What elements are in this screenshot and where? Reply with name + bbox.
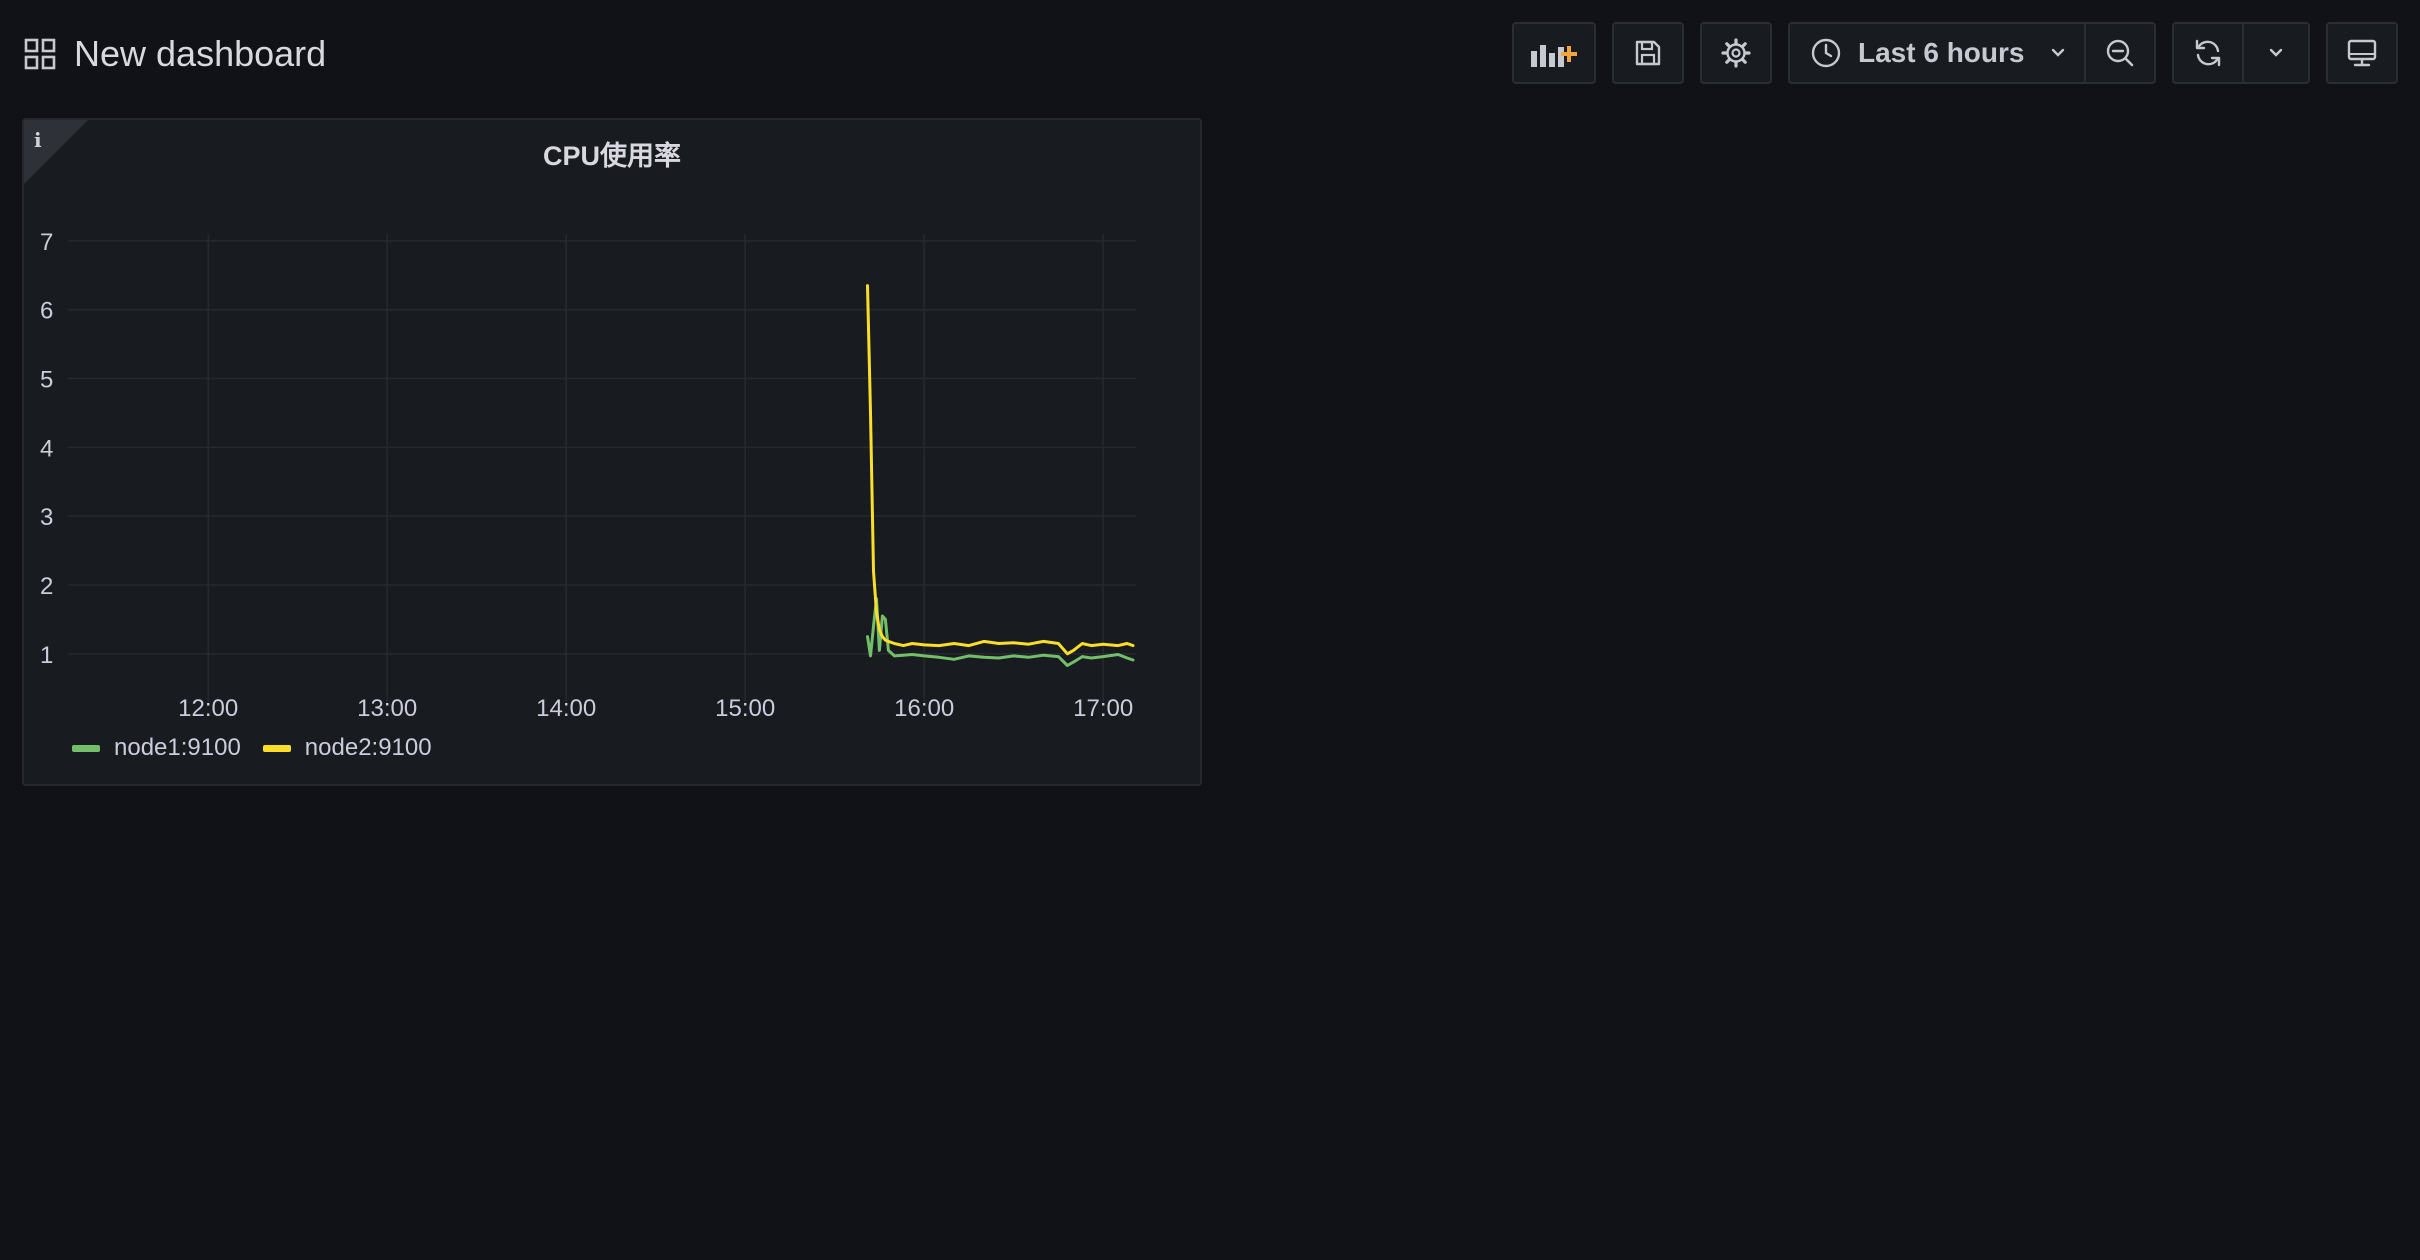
time-range-picker[interactable]: Last 6 hours [1788, 22, 2086, 84]
dashboard-grid-icon [24, 38, 56, 70]
panel-title[interactable]: CPU使用率 [542, 141, 681, 171]
y-tick-label: 3 [40, 504, 53, 531]
top-navbar: New dashboard [0, 0, 2420, 108]
chart-legend: node1:9100 node2:9100 [72, 734, 432, 762]
zoom-out-button[interactable] [2084, 22, 2156, 84]
cpu-panel[interactable]: i [22, 118, 1202, 786]
save-dashboard-button[interactable] [1612, 22, 1684, 84]
series-line-1 [866, 597, 1135, 667]
cpu-usage-chart: 1 2 3 4 5 6 7 12:00 13:00 14:00 15:00 16:00 17:00 [40, 229, 1136, 718]
chart-series [866, 284, 1135, 667]
dashboard-title-text: New dashboard [74, 33, 327, 74]
chevron-down-icon [2052, 48, 2065, 57]
y-axis: 1 2 3 4 5 6 7 [40, 229, 53, 669]
dashboard-title[interactable]: New dashboard [24, 30, 326, 78]
y-tick-label: 7 [40, 229, 53, 256]
legend-swatch [262, 744, 291, 752]
clock-icon [1811, 38, 1841, 68]
y-tick-label: 1 [40, 642, 53, 669]
add-panel-icon [1531, 45, 1577, 67]
legend-swatch [72, 744, 100, 752]
legend-item-node2[interactable]: node2:9100 [262, 734, 432, 762]
y-tick-label: 2 [40, 573, 53, 600]
refresh-icon [2195, 39, 2221, 67]
monitor-icon [2347, 39, 2377, 67]
panel-info-corner[interactable] [24, 120, 88, 184]
refresh-interval-button[interactable] [2242, 22, 2310, 84]
x-tick-label: 16:00 [894, 695, 954, 718]
time-range-label: Last 6 hours [1858, 37, 2025, 68]
gear-icon [1721, 38, 1751, 68]
x-tick-label: 17:00 [1073, 695, 1133, 718]
add-panel-button[interactable] [1512, 22, 1596, 84]
series-line-2 [866, 284, 1135, 656]
y-tick-label: 5 [40, 367, 53, 394]
info-icon: i [34, 128, 42, 152]
legend-item-node1[interactable]: node1:9100 [72, 734, 241, 762]
save-icon [1635, 40, 1661, 66]
legend-label: node2:9100 [304, 734, 432, 761]
x-axis: 12:00 13:00 14:00 15:00 16:00 17:00 [178, 695, 1133, 718]
chevron-down-icon [2269, 48, 2283, 57]
legend-label: node1:9100 [114, 734, 241, 761]
dashboard-settings-button[interactable] [1700, 22, 1772, 84]
refresh-button[interactable] [2172, 22, 2244, 84]
x-tick-label: 14:00 [536, 695, 596, 718]
x-tick-label: 12:00 [178, 695, 238, 718]
zoom-out-icon [2106, 39, 2134, 67]
tv-mode-button[interactable] [2326, 22, 2398, 84]
y-tick-label: 4 [40, 435, 53, 462]
x-tick-label: 15:00 [715, 695, 775, 718]
chart-grid [68, 234, 1136, 702]
x-tick-label: 13:00 [357, 695, 417, 718]
y-tick-label: 6 [40, 298, 53, 325]
